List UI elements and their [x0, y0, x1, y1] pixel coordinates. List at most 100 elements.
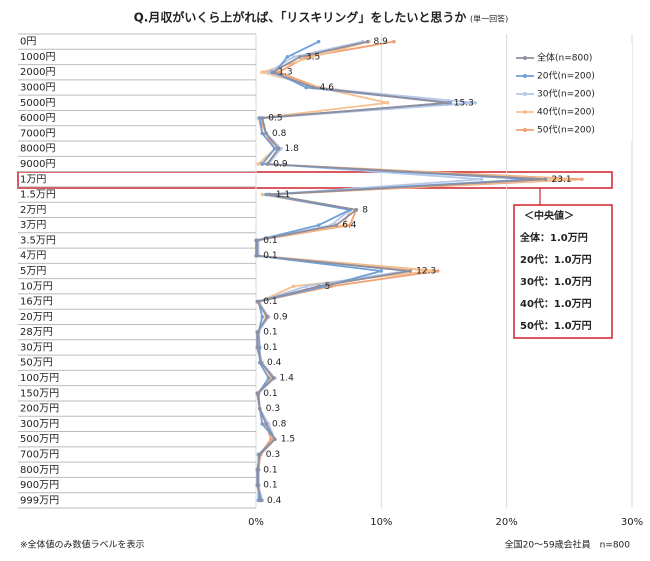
y-tick-label: 20万円	[20, 312, 53, 323]
data-label: 0.1	[263, 297, 277, 307]
note: ※全体値のみ数値ラベルを表示	[20, 539, 145, 551]
data-label: 0.5	[268, 114, 282, 124]
data-label: 1.4	[280, 374, 295, 384]
legend-label: 全体(n=800)	[537, 52, 592, 64]
point	[285, 55, 290, 59]
data-label: 0.4	[267, 496, 282, 506]
point	[354, 208, 359, 212]
y-tick-label: 150万円	[20, 388, 59, 399]
median-line: 40代：1.0万円	[520, 297, 592, 310]
legend-marker	[523, 110, 527, 114]
data-label: 0.1	[263, 251, 277, 261]
point	[257, 406, 262, 411]
data-label: 0.9	[273, 312, 288, 322]
data-label: 8.9	[374, 37, 389, 47]
data-label: 0.1	[263, 389, 277, 399]
point	[255, 330, 260, 334]
point	[408, 269, 412, 273]
point	[341, 223, 346, 227]
x-tick-label: 0%	[248, 517, 264, 528]
note: 全国20～59歳会社員 n=800	[505, 539, 631, 551]
point	[257, 345, 262, 350]
legend-label: 20代(n=200)	[537, 71, 595, 82]
point	[271, 376, 276, 380]
data-label: 0.1	[263, 465, 277, 475]
y-tick-label: 28万円	[20, 327, 53, 338]
point	[264, 131, 268, 136]
median-line: 20代：1.0万円	[520, 253, 592, 266]
x-tick-label: 30%	[621, 517, 643, 528]
point	[260, 131, 265, 136]
y-tick-label: 1.5万円	[20, 190, 56, 201]
point	[392, 39, 396, 44]
point	[267, 192, 272, 197]
y-tick-label: 50万円	[20, 358, 53, 369]
y-tick-label: 700万円	[20, 449, 59, 460]
point	[265, 162, 270, 166]
data-label: 23.1	[552, 175, 572, 185]
point	[255, 238, 260, 243]
series-line	[257, 40, 482, 501]
point	[429, 269, 434, 273]
data-label: 0.9	[273, 159, 288, 169]
point	[260, 70, 265, 75]
legend-marker	[523, 56, 527, 60]
point	[260, 422, 265, 426]
data-label: 0.8	[272, 129, 287, 139]
data-label: 0.8	[272, 419, 287, 429]
y-tick-label: 5000円	[20, 98, 55, 109]
data-label: 0.3	[266, 450, 280, 460]
point	[567, 177, 572, 182]
point	[304, 85, 308, 90]
point	[256, 162, 261, 166]
point	[291, 284, 296, 289]
median-line: 50代：1.0万円	[520, 319, 592, 332]
x-tick-label: 20%	[496, 517, 518, 528]
point	[348, 223, 352, 227]
legend-marker	[523, 74, 527, 78]
data-label: 1.5	[281, 435, 295, 445]
data-label: 1.1	[276, 190, 290, 200]
point	[259, 498, 263, 503]
point	[260, 116, 265, 120]
median-line: 全体：1.0万円	[519, 231, 588, 244]
point	[334, 223, 339, 227]
data-label: 6.4	[342, 221, 357, 231]
point	[273, 146, 277, 151]
point	[266, 376, 271, 380]
data-label: 1.3	[278, 68, 292, 78]
point	[311, 85, 316, 90]
y-tick-label: 8000円	[20, 144, 55, 155]
legend-label: 30代(n=200)	[537, 89, 595, 100]
median-line: 30代：1.0万円	[520, 275, 592, 288]
x-tick-label: 10%	[370, 517, 392, 528]
y-tick-label: 6000円	[20, 113, 55, 124]
point	[316, 284, 321, 289]
data-label: 4.6	[320, 83, 335, 93]
data-label: 5	[325, 282, 331, 292]
data-label: 8	[362, 205, 368, 215]
series-line	[255, 40, 532, 501]
point	[264, 192, 268, 197]
point	[269, 437, 273, 441]
point	[260, 315, 265, 319]
legend-marker	[523, 128, 527, 132]
y-tick-label: 10万円	[20, 281, 53, 292]
y-tick-label: 4万円	[20, 251, 46, 262]
chart-subtitle: (単一回答)	[470, 14, 508, 24]
legend-label: 50代(n=200)	[537, 125, 595, 136]
data-label: 12.3	[416, 267, 436, 277]
y-tick-label: 3000円	[20, 83, 55, 94]
point	[298, 55, 302, 59]
point	[365, 39, 370, 44]
data-label: 0.1	[263, 481, 277, 491]
point	[580, 177, 584, 182]
point	[279, 146, 283, 151]
y-tick-label: 3.5万円	[20, 235, 56, 246]
point	[255, 467, 260, 472]
data-label: 0.1	[263, 343, 277, 353]
series-line	[255, 40, 546, 501]
y-tick-label: 1000円	[20, 52, 55, 63]
y-tick-label: 2万円	[20, 205, 46, 216]
